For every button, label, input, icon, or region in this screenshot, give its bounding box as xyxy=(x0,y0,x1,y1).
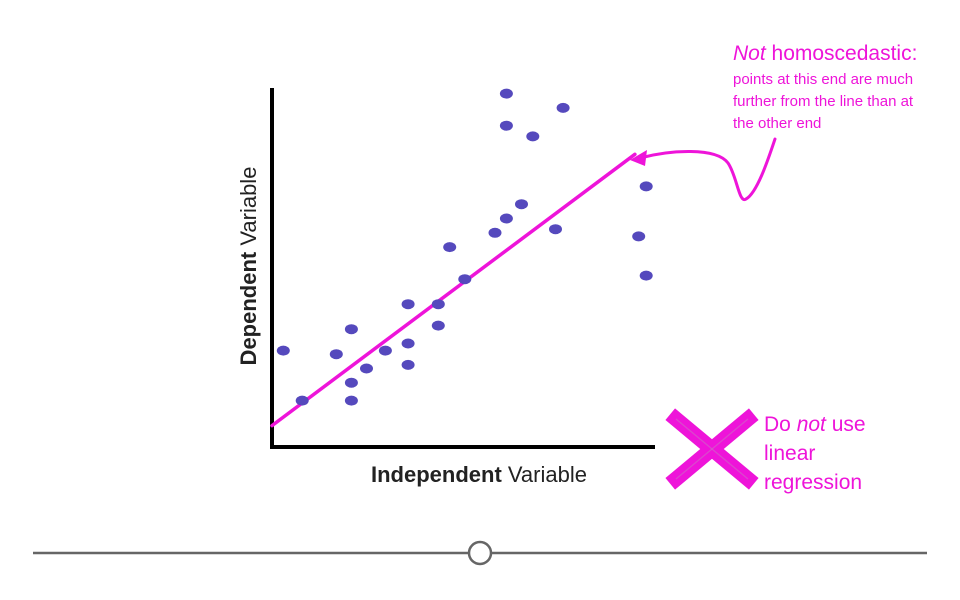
cross-icon xyxy=(665,408,759,490)
data-point xyxy=(276,345,290,356)
data-point xyxy=(360,363,373,374)
data-point xyxy=(344,324,358,335)
scatter-chart: Independent Variable Dependent Variable xyxy=(236,88,655,487)
data-point xyxy=(499,88,513,99)
data-point xyxy=(488,227,502,238)
progress-slider[interactable] xyxy=(33,540,927,566)
data-point xyxy=(639,270,653,281)
callout-arrow-curve xyxy=(638,137,777,201)
data-point xyxy=(499,213,513,224)
data-point xyxy=(329,349,343,360)
x-axis-label-bold: Independent xyxy=(371,462,502,487)
callout-body-line-2: further from the line than at xyxy=(733,93,914,110)
data-point xyxy=(401,338,415,349)
x-axis-label: Independent Variable xyxy=(371,462,587,487)
data-point xyxy=(295,395,309,406)
homoscedasticity-callout: Not homoscedastic: points at this end ar… xyxy=(630,42,917,201)
data-point xyxy=(401,359,415,370)
data-point xyxy=(378,345,392,356)
data-point xyxy=(344,395,358,406)
data-points xyxy=(276,88,653,406)
callout-body-line-3: the other end xyxy=(733,115,821,132)
verdict-line-2: linear xyxy=(764,442,815,465)
data-point xyxy=(431,320,445,331)
data-point xyxy=(431,299,445,310)
data-point xyxy=(515,199,528,210)
y-axis-label-rest: Variable xyxy=(236,167,261,252)
data-point xyxy=(639,181,653,192)
regression-line xyxy=(270,152,637,428)
data-point xyxy=(344,377,358,388)
verdict-line-1: Do not use xyxy=(764,413,866,436)
verdict-block: Do not use linear regression xyxy=(665,408,866,494)
data-point xyxy=(556,102,570,113)
data-point xyxy=(458,274,472,285)
callout-heading-rest: homoscedastic: xyxy=(766,42,918,65)
y-axis-label-bold: Dependent xyxy=(236,251,261,365)
verdict-line-1-italic: not xyxy=(797,413,827,436)
callout-body-line-1: points at this end are much xyxy=(733,71,913,88)
circle-handle-icon[interactable] xyxy=(467,540,493,566)
verdict-line-1-pre: Do xyxy=(764,413,797,436)
data-point xyxy=(499,120,513,131)
chart-axes xyxy=(270,88,655,449)
callout-heading-italic: Not xyxy=(733,42,767,65)
y-axis-label: Dependent Variable xyxy=(236,167,261,366)
data-point xyxy=(401,299,415,310)
callout-heading: Not homoscedastic: xyxy=(733,42,917,65)
data-point xyxy=(526,131,540,142)
data-point xyxy=(632,231,646,242)
verdict-line-1-post: use xyxy=(826,413,866,436)
verdict-line-3: regression xyxy=(764,471,862,494)
callout-arrow-head xyxy=(630,150,647,166)
data-point xyxy=(443,242,457,253)
x-axis-label-rest: Variable xyxy=(502,462,587,487)
data-point xyxy=(549,224,562,235)
